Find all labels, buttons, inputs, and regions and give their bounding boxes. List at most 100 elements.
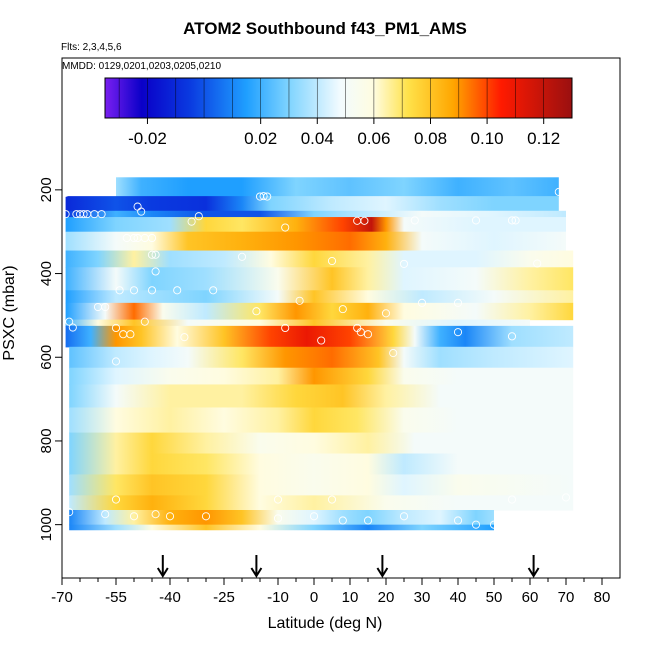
sample-marker	[79, 210, 88, 219]
sample-marker	[471, 216, 481, 225]
y-tick-label: 800	[38, 428, 55, 453]
sample-marker	[65, 508, 74, 517]
sample-marker	[61, 188, 70, 197]
sample-marker	[399, 259, 409, 268]
colorbar-gradient	[105, 78, 572, 118]
sample-marker	[129, 233, 139, 243]
sample-marker	[263, 192, 272, 201]
colorbar: -0.02 0.02 0.04 0.06 0.08 0.10 0.12	[104, 77, 573, 148]
sample-marker	[237, 252, 247, 261]
sample-marker	[381, 309, 391, 318]
sample-marker	[295, 296, 304, 305]
sample-marker	[356, 328, 365, 337]
colorbar-tick-label: 0.02	[244, 129, 277, 148]
sample-markers	[61, 187, 571, 529]
sample-marker	[399, 512, 409, 521]
x-tick-label: 50	[486, 589, 503, 606]
heatmap-band	[69, 384, 574, 409]
sample-marker	[151, 267, 160, 276]
flights-annotation: Flts: 2,3,4,5,6	[61, 42, 122, 53]
sample-marker	[507, 332, 517, 341]
sample-marker	[507, 495, 517, 504]
flight-arrow	[527, 555, 540, 578]
sample-marker	[129, 512, 139, 521]
heatmap-band	[65, 319, 530, 327]
sample-marker	[389, 349, 398, 358]
plot-frame	[61, 57, 621, 579]
sample-marker	[327, 256, 337, 266]
sample-marker	[68, 323, 77, 332]
sample-marker	[363, 516, 373, 525]
sample-marker	[453, 328, 463, 337]
sample-marker	[187, 217, 196, 226]
x-tick-label: 80	[594, 589, 611, 606]
sample-marker	[259, 192, 268, 201]
sample-marker	[252, 307, 261, 316]
sample-marker	[338, 516, 347, 525]
colorbar-tick-label: 0.10	[471, 129, 504, 148]
heatmap-band	[65, 302, 574, 321]
sample-marker	[281, 223, 290, 232]
sample-marker	[201, 512, 211, 521]
sample-marker	[417, 298, 427, 307]
sample-marker	[453, 298, 463, 307]
sample-marker	[151, 250, 160, 259]
y-tick-label: 1000	[38, 508, 55, 541]
y-tick-label: 600	[38, 345, 55, 370]
sample-marker	[147, 233, 157, 243]
x-tick-label: 20	[378, 589, 395, 606]
heatmap-band	[69, 495, 574, 511]
heatmap-band	[65, 210, 566, 218]
sample-marker	[273, 514, 283, 523]
sample-marker	[180, 333, 189, 342]
sample-marker	[309, 512, 319, 521]
axes: -70 -55 -40 -25 -10 0 10 20 30 40 50 60 70 80 200 400 60…	[38, 57, 621, 606]
sample-marker	[111, 495, 121, 504]
sample-marker	[151, 510, 160, 519]
colorbar-tick-label: 0.12	[527, 129, 560, 148]
sample-marker	[281, 323, 290, 333]
heatmap-band	[65, 231, 566, 252]
heatmap-band	[69, 367, 574, 386]
heatmap-band	[69, 453, 574, 476]
heatmap-band	[69, 474, 574, 496]
sample-marker	[360, 216, 369, 225]
y-tick-label: 400	[38, 261, 55, 286]
heatmap-band	[65, 267, 574, 291]
x-tick-label: 10	[342, 589, 359, 606]
sample-marker	[317, 336, 326, 345]
sample-marker	[338, 305, 347, 314]
sample-marker	[101, 302, 110, 312]
sample-marker	[453, 516, 463, 525]
heatmap-band	[69, 407, 574, 434]
flight-arrow	[156, 555, 169, 578]
flight-arrow	[250, 555, 263, 578]
heatmap-band	[65, 196, 559, 212]
sample-marker	[363, 330, 373, 339]
colorbar-tick-label: 0.08	[414, 129, 447, 148]
heatmap-band	[69, 524, 494, 531]
x-tick-label: -70	[51, 589, 73, 606]
sample-marker	[101, 510, 110, 519]
sample-marker	[507, 216, 517, 225]
sample-marker	[65, 317, 74, 326]
sample-marker	[129, 286, 139, 295]
sample-marker	[327, 495, 337, 504]
heatmap-band	[69, 432, 574, 455]
sample-marker	[209, 286, 218, 295]
dates-annotation: MMDD: 0129,0201,0203,0205,0210	[62, 61, 222, 72]
heatmap-band	[65, 290, 574, 304]
x-axis-label: Latitude (deg N)	[267, 615, 383, 632]
sample-marker	[533, 259, 542, 268]
chart-title: ATOM2 Southbound f43_PM1_AMS	[183, 19, 467, 38]
sample-marker	[111, 357, 121, 366]
sample-marker	[489, 520, 499, 529]
sample-marker	[561, 187, 571, 196]
x-tick-label: 40	[450, 589, 467, 606]
heatmap-band	[65, 217, 566, 233]
x-tick-label: -40	[159, 589, 181, 606]
sample-marker	[147, 286, 157, 295]
colorbar-tick-label: 0.04	[301, 129, 334, 148]
x-tick-label: -10	[267, 589, 289, 606]
